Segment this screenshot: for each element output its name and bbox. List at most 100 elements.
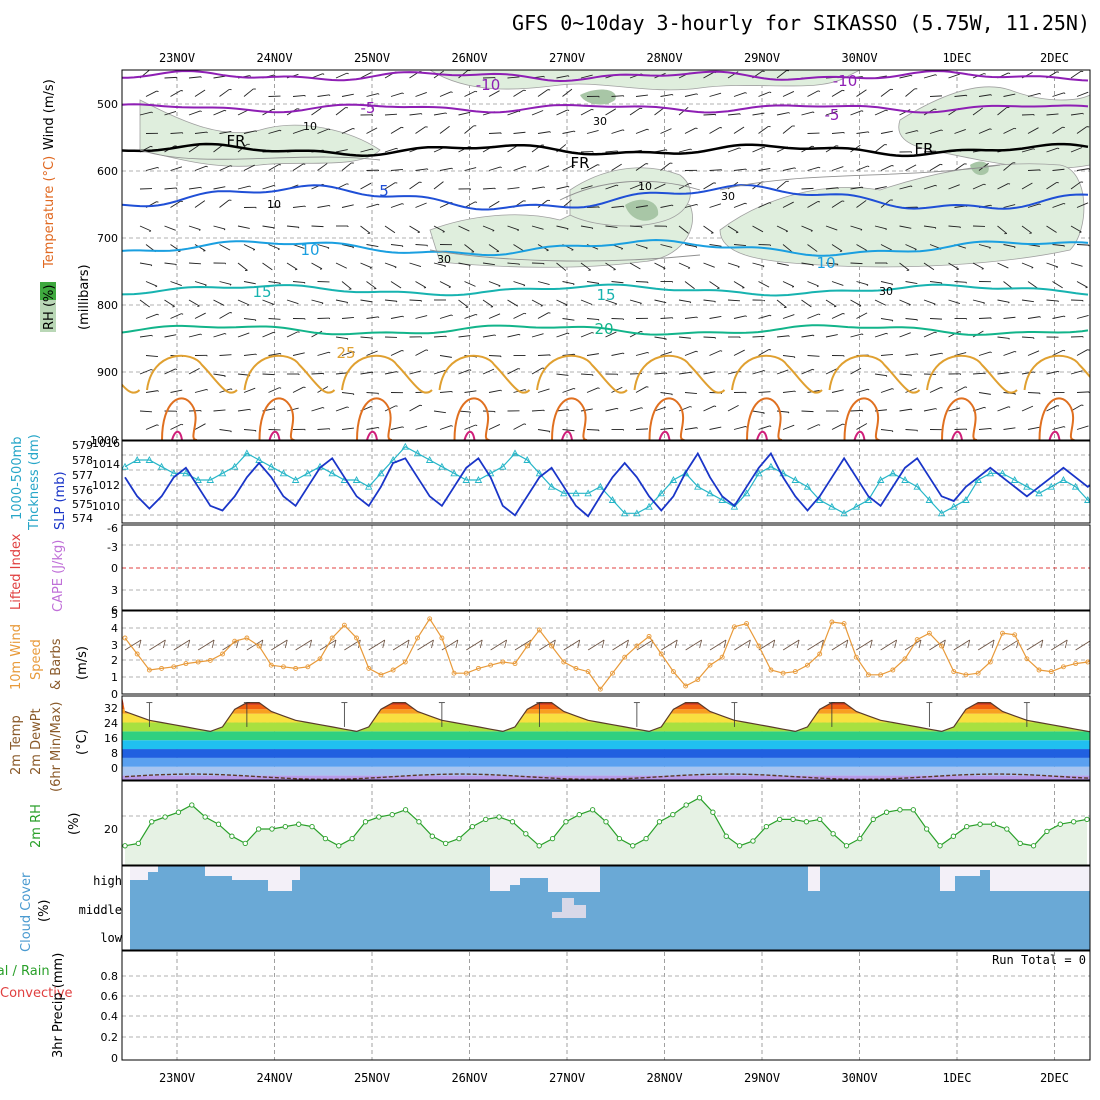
wind-10m-barb: [1026, 639, 1044, 651]
date-label-top: 28NOV: [646, 51, 682, 65]
wind-barb: [341, 351, 354, 356]
wind-barb: [923, 299, 936, 305]
date-label-bottom: 26NOV: [451, 1071, 487, 1085]
rh-marker: [402, 807, 409, 813]
wind-barb: [678, 148, 691, 153]
ylabel-rh2m: 2m RH: [29, 804, 44, 848]
wind-barb-flag: [205, 165, 208, 168]
wind-barb: [856, 165, 868, 171]
temp-ytick: 0: [111, 762, 118, 775]
panel-frame: [121, 695, 1091, 781]
wind-barb: [439, 425, 452, 430]
wind-barb: [929, 387, 942, 393]
thickness-marker: [182, 469, 190, 477]
wind-barb: [997, 262, 1009, 269]
wind-barb-flag: [475, 424, 478, 427]
wind-barb: [1003, 244, 1016, 248]
contour-25: [731, 354, 823, 394]
contour-30: [258, 397, 295, 440]
rh-label: 10: [638, 180, 652, 193]
wind-barb-flag: [517, 229, 520, 232]
wind-barb: [537, 199, 548, 208]
rh-y-ticks: 20: [104, 823, 118, 836]
wind-barb-flag: [621, 248, 623, 250]
wind-barb: [948, 407, 961, 412]
wind-barb-flag: [451, 425, 453, 427]
wind-barb: [605, 299, 617, 305]
left-axis-labels: RH (%) Temperature (°C) Wind (m/s) (mill…: [0, 79, 92, 1058]
wind-barb-flag: [377, 427, 380, 429]
rh-marker: [589, 807, 596, 813]
wind-barb-flag: [156, 313, 159, 316]
wind-barb: [366, 350, 378, 356]
wind-barb-flag: [763, 370, 766, 372]
cloud-mid-gap: [574, 905, 586, 912]
temp-y-ticks: 0 8 16 24 32: [104, 702, 118, 775]
wind-marker: [1024, 656, 1030, 662]
wind-barb-flag: [277, 248, 280, 251]
wind-barb: [507, 333, 520, 338]
contour-25: [536, 354, 628, 394]
wind-barb-flag: [249, 409, 251, 411]
precip-ytick: 0.8: [101, 970, 119, 983]
wind-barb: [513, 244, 524, 252]
date-label-top: 29NOV: [744, 51, 780, 65]
temp-ytick: 8: [111, 747, 118, 760]
rh-marker: [670, 811, 676, 818]
thickness-marker: [401, 442, 410, 450]
wind-barb: [684, 392, 697, 394]
wind-barb: [899, 332, 911, 338]
wind-barb-flag: [646, 247, 648, 250]
wind-barb: [1076, 314, 1089, 319]
wind-barb: [366, 244, 379, 248]
wind-10m-barb-flag: [723, 639, 727, 649]
wind-marker: [549, 643, 555, 649]
wind-barb-flag: [616, 184, 619, 187]
wind-barb: [586, 164, 598, 171]
wind-barb: [782, 281, 795, 287]
wind-barb-flag: [181, 423, 184, 426]
temp-band: [122, 740, 1090, 750]
rh-markers: [122, 795, 1090, 849]
wind-barb: [145, 424, 158, 430]
wind-barb: [1070, 225, 1082, 233]
wind-barb: [1027, 426, 1040, 430]
wind-barb-flag: [279, 387, 282, 389]
thickness-marker: [1010, 476, 1019, 483]
thickness-marker: [1047, 482, 1056, 490]
wind-barb: [807, 244, 818, 252]
temp-band: [122, 731, 1090, 741]
wind-barb: [880, 165, 893, 171]
rh-label: 30: [879, 285, 893, 298]
wind-barb: [1052, 426, 1065, 430]
wind-barb: [439, 355, 452, 358]
rh-marker: [322, 835, 329, 842]
wind-barb: [507, 225, 519, 231]
contour-30: [453, 397, 490, 440]
wind-barb-flag: [567, 109, 570, 111]
wind-barb: [874, 225, 887, 230]
rh-marker: [683, 802, 689, 808]
contour-30: [1038, 397, 1075, 440]
wind-barb: [997, 107, 1008, 116]
slp-ytick: 1012: [92, 479, 120, 492]
wind-barb: [758, 167, 771, 171]
cloud-high-gap: [520, 866, 548, 878]
wind-barb-flag: [792, 286, 795, 288]
wind-barb: [635, 128, 648, 134]
thickness-marker: [499, 462, 507, 470]
wind-barb: [703, 299, 716, 302]
wind-barb-flag: [327, 247, 330, 250]
wind-barb-flag: [249, 185, 251, 188]
wind-barb-flag: [524, 389, 527, 391]
wind-barb-flag: [425, 349, 429, 351]
wind-barb: [972, 183, 985, 190]
wind-barb: [831, 200, 843, 208]
thickness-marker: [1059, 476, 1068, 483]
wind-barb: [929, 352, 942, 356]
wind-barb: [170, 90, 182, 97]
wind-barb-flag: [1056, 266, 1059, 269]
wind-barb: [635, 163, 647, 171]
wind-barb: [390, 350, 403, 356]
thickness-marker: [706, 489, 714, 497]
